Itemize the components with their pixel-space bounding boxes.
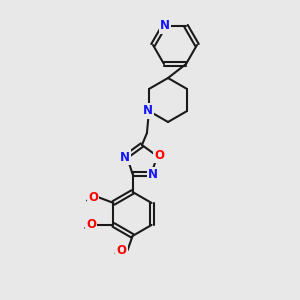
Text: N: N xyxy=(148,168,158,182)
Text: N: N xyxy=(143,104,153,118)
Text: N: N xyxy=(160,20,170,32)
Text: N: N xyxy=(120,151,130,164)
Text: O: O xyxy=(86,218,96,231)
Text: O: O xyxy=(116,244,127,257)
Text: O: O xyxy=(88,191,98,204)
Text: O: O xyxy=(154,148,164,162)
